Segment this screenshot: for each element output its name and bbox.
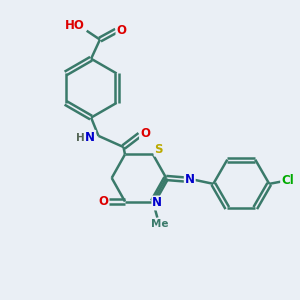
Text: S: S xyxy=(154,142,163,156)
Text: O: O xyxy=(140,127,150,140)
Text: O: O xyxy=(98,195,108,208)
Text: Cl: Cl xyxy=(281,174,294,188)
Text: N: N xyxy=(85,131,95,144)
Text: HO: HO xyxy=(64,19,84,32)
Text: Me: Me xyxy=(151,219,169,229)
Text: N: N xyxy=(152,196,162,209)
Text: N: N xyxy=(185,173,195,186)
Text: H: H xyxy=(76,133,85,143)
Text: O: O xyxy=(116,24,126,37)
